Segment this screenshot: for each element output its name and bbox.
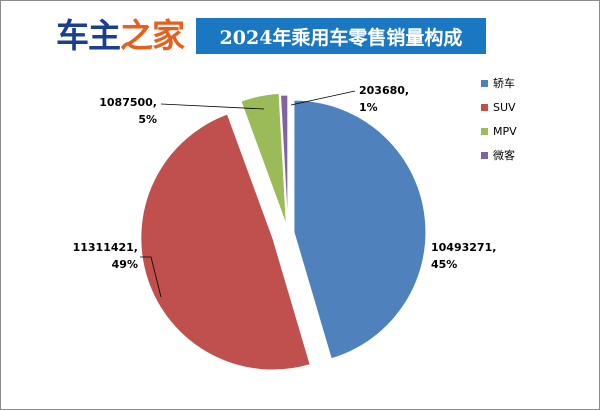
legend-label: MPV	[493, 125, 517, 138]
slice-percent-label: 49%	[112, 258, 138, 271]
pie-slice	[140, 113, 311, 371]
leader-line	[160, 103, 265, 110]
slice-percent-label: 45%	[431, 258, 457, 271]
slice-value-label: 10493271,	[431, 241, 496, 254]
data-labels: 10493271, 45% 11311421, 49% 1087500, 5% 203680…	[73, 84, 497, 271]
legend-label: SUV	[493, 101, 516, 114]
legend-swatch	[481, 104, 488, 111]
chart-title: 2024年乘用车零售销量构成	[219, 26, 463, 49]
slice-value-label: 11311421,	[73, 241, 138, 254]
legend: 轿车 SUV MPV 微客	[481, 76, 517, 162]
logo-text-part2: 之家	[120, 15, 185, 55]
slice-percent-label: 5%	[138, 113, 157, 126]
pie-slice	[279, 94, 289, 228]
legend-swatch	[481, 128, 488, 135]
pie-slice	[240, 92, 287, 226]
slice-value-label: 203680,	[359, 84, 409, 97]
leader-line	[140, 256, 162, 298]
leader-lines	[140, 90, 356, 298]
legend-swatch	[481, 152, 488, 159]
pie-slice	[293, 99, 427, 360]
legend-swatch	[481, 80, 488, 87]
logo-text-part1: 车主	[56, 15, 121, 55]
autohome-logo: 车主 之家	[56, 15, 185, 55]
leader-line	[290, 90, 356, 106]
slice-percent-label: 1%	[359, 101, 378, 114]
slice-value-label: 1087500,	[99, 96, 157, 109]
legend-label: 轿车	[493, 76, 515, 90]
chart-title-bar: 2024年乘用车零售销量构成	[196, 18, 486, 54]
pie-slices	[140, 92, 427, 371]
legend-label: 微客	[493, 148, 515, 162]
